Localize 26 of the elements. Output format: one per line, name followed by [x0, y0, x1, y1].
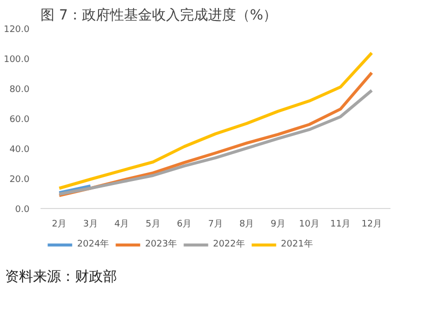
x-tick-label: 3月 [83, 220, 98, 230]
y-tick-label: 0.0 [15, 205, 30, 215]
x-tick-label: 8月 [239, 220, 254, 230]
x-tick-label: 10月 [299, 220, 320, 230]
x-tick-label: 11月 [330, 220, 351, 230]
x-tick-label: 4月 [114, 220, 130, 230]
y-tick-label: 40.0 [9, 145, 30, 155]
legend-label: 2023年 [145, 238, 177, 250]
x-tick-label: 6月 [176, 220, 192, 230]
x-tick-label: 7月 [208, 220, 223, 230]
legend-label: 2024年 [77, 238, 110, 250]
y-tick-label: 60.0 [9, 115, 30, 125]
chart-title: 图 7：政府性基金收入完成进度（%） [40, 8, 278, 24]
x-tick-label: 5月 [146, 220, 160, 230]
x-tick-label: 9月 [270, 220, 286, 230]
x-tick-label: 2月 [52, 220, 67, 230]
legend-label: 2021年 [280, 238, 313, 250]
text: 资料来源：财政部 [5, 268, 117, 287]
x-tick-label: 12月 [362, 220, 382, 230]
line-series [58, 51, 374, 190]
y-tick-label: 100.0 [4, 55, 30, 65]
legend-label: 2022年 [212, 238, 245, 250]
line-series [58, 88, 374, 196]
y-tick-label: 80.0 [9, 85, 30, 95]
y-tick-label: 20.0 [9, 175, 30, 185]
y-tick-label: 120.0 [4, 25, 30, 35]
